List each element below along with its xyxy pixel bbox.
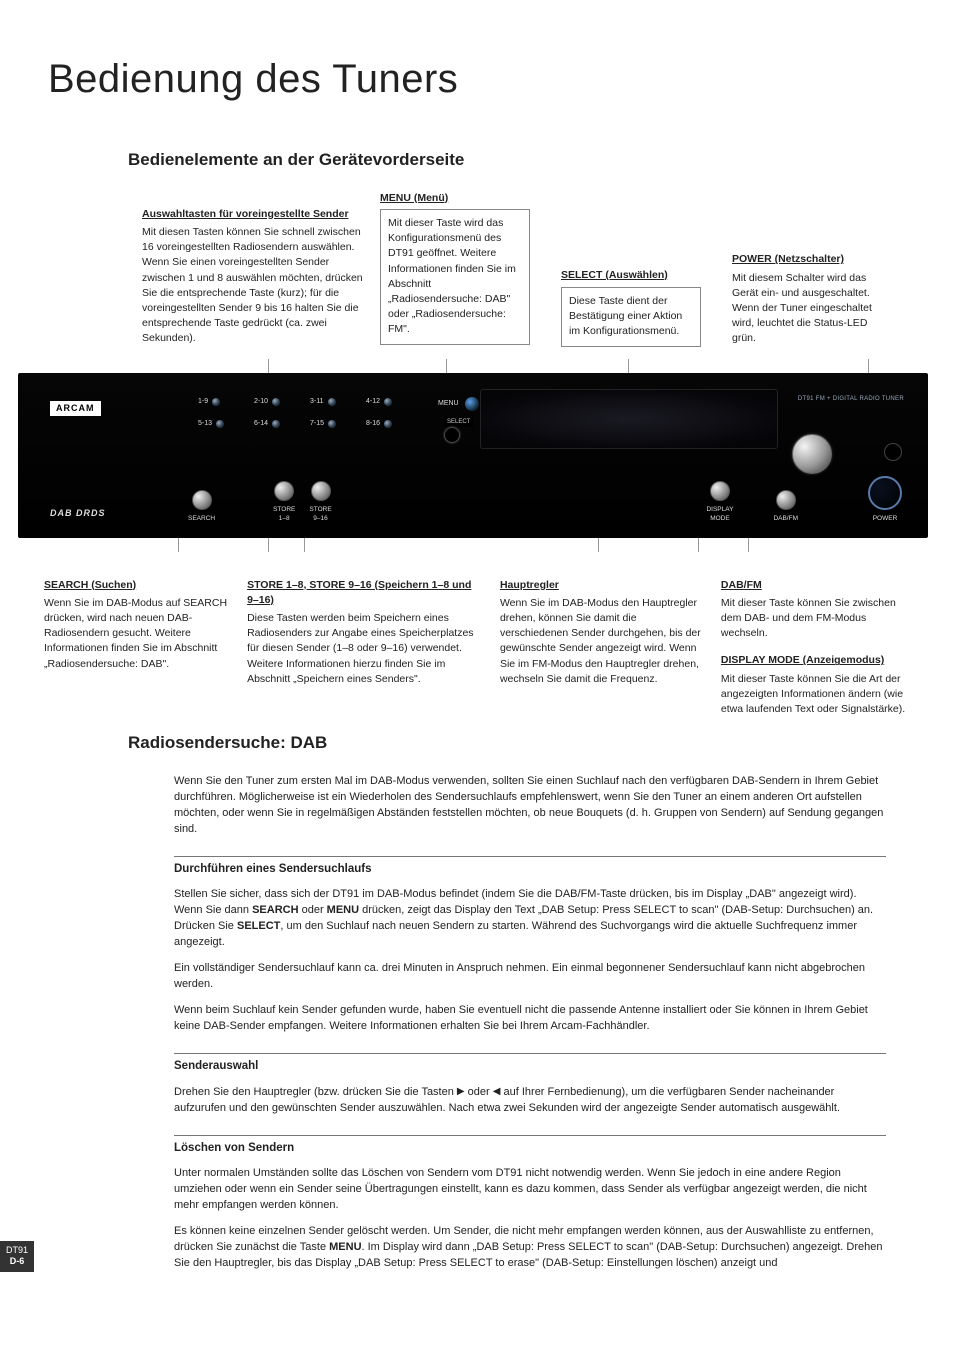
callout-right-col: DAB/FM Mit dieser Taste können Sie zwisc…: [721, 578, 906, 718]
preset-btn: 6-14: [254, 419, 310, 429]
callout-store: STORE 1–8, STORE 9–16 (Speichern 1–8 und…: [247, 578, 474, 718]
callout-power: POWER (Netzschalter) Mit diesem Schalter…: [732, 252, 894, 346]
select-label: SELECT: [444, 417, 473, 428]
subheading: Durchführen eines Sendersuchlaufs: [174, 856, 886, 880]
menu-button: MENU: [438, 397, 479, 411]
callout-heading: SEARCH (Suchen): [44, 578, 229, 593]
store916-knob: STORE 9–16: [309, 481, 331, 524]
callout-main-dial: Hauptregler Wenn Sie im DAB-Modus den Ha…: [500, 578, 703, 718]
subheading: Senderauswahl: [174, 1053, 886, 1077]
leader-lines-bottom: [18, 538, 928, 552]
manual-page: Bedienung des Tuners Bedienelemente an d…: [0, 0, 954, 1312]
callout-body: Wenn Sie im DAB-Modus den Hauptregler dr…: [500, 596, 703, 687]
callout-heading: DISPLAY MODE (Anzeigemodus): [721, 653, 906, 668]
section-heading-dab: Radiosendersuche: DAB: [128, 731, 906, 756]
callout-body: Mit diesem Schalter wird das Gerät ein- …: [732, 271, 894, 347]
page-number-label: DT91D-6: [0, 1241, 34, 1272]
preset-btn: 7-15: [310, 419, 366, 429]
leader-lines-top: [18, 359, 928, 373]
callout-heading: STORE 1–8, STORE 9–16 (Speichern 1–8 und…: [247, 578, 474, 608]
callouts-bottom: SEARCH (Suchen) Wenn Sie im DAB-Modus au…: [44, 578, 906, 718]
preset-btn: 8-16: [366, 419, 422, 429]
callout-menu: Mit dieser Taste wird das Konfigurations…: [380, 209, 530, 345]
callout-dabfm: DAB/FM Mit dieser Taste können Sie zwisc…: [721, 578, 906, 642]
preset-btn: 4-12: [366, 397, 422, 407]
paragraph: Wenn Sie den Tuner zum ersten Mal im DAB…: [174, 774, 886, 838]
select-button: [444, 427, 460, 443]
callout-heading: Hauptregler: [500, 578, 703, 593]
callout-presets: Auswahltasten für voreingestellte Sender…: [142, 207, 364, 347]
callouts-top: Auswahltasten für voreingestellte Sender…: [142, 191, 906, 347]
preset-btn: 3-11: [310, 397, 366, 407]
callout-heading: POWER (Netzschalter): [732, 252, 894, 267]
callout-heading: SELECT (Auswählen): [561, 268, 716, 283]
preset-buttons: 1-9 2-10 3-11 4-12 5-13 6-14 7-15 8-16: [198, 397, 422, 429]
subheading: Löschen von Sendern: [174, 1135, 886, 1159]
dabfm-knob: DAB/FM: [773, 490, 798, 523]
callout-body: Diese Tasten werden beim Speichern eines…: [247, 611, 474, 687]
dab-logo: DAB DRDS: [50, 507, 106, 520]
paragraph: Drehen Sie den Hauptregler (bzw. drücken…: [174, 1085, 886, 1117]
callout-heading: Auswahltasten für voreingestellte Sender: [142, 207, 364, 222]
paragraph: Es können keine einzelnen Sender gelösch…: [174, 1224, 886, 1272]
power-knob: POWER: [868, 476, 902, 523]
callout-body: Diese Taste dient der Bestätigung einer …: [569, 294, 693, 340]
brand-logo: ARCAM: [50, 401, 101, 416]
paragraph: Unter normalen Umständen sollte das Lösc…: [174, 1166, 886, 1214]
callout-body: Mit dieser Taste können Sie die Art der …: [721, 672, 906, 718]
callout-heading: DAB/FM: [721, 578, 906, 593]
page-title: Bedienung des Tuners: [48, 50, 906, 108]
preset-btn: 1-9: [198, 397, 254, 407]
callout-body: Wenn Sie im DAB-Modus auf SEARCH drücken…: [44, 596, 229, 672]
knob-row: SEARCH STORE 1–8 STORE 9–16 DISPLAY MODE…: [188, 476, 908, 523]
preset-btn: 5-13: [198, 419, 254, 429]
paragraph: Ein vollständiger Sendersuchlauf kann ca…: [174, 961, 886, 993]
right-triangle-icon: ▶: [457, 1085, 465, 1100]
store18-knob: STORE 1–8: [273, 481, 295, 524]
callout-display-mode: DISPLAY MODE (Anzeigemodus) Mit dieser T…: [721, 653, 906, 717]
preset-btn: 2-10: [254, 397, 310, 407]
callout-heading: MENU (Menü): [380, 191, 545, 206]
paragraph: Wenn beim Suchlauf kein Sender gefunden …: [174, 1003, 886, 1035]
ir-sensor: [884, 443, 902, 461]
callout-select: Diese Taste dient der Bestätigung einer …: [561, 287, 701, 347]
section-heading-controls: Bedienelemente an der Gerätevorderseite: [128, 148, 906, 173]
section-body-dab: Wenn Sie den Tuner zum ersten Mal im DAB…: [174, 774, 886, 1272]
main-dial: [792, 434, 832, 474]
search-knob: SEARCH: [188, 490, 215, 523]
device-front-panel: ARCAM DAB DRDS DT91 FM + DIGITAL RADIO T…: [18, 373, 928, 538]
callout-body: Mit dieser Taste können Sie zwischen dem…: [721, 596, 906, 642]
callout-body: Mit dieser Taste wird das Konfigurations…: [388, 216, 522, 338]
callout-body: Mit diesen Tasten können Sie schnell zwi…: [142, 225, 364, 347]
lcd-display: [480, 389, 778, 449]
paragraph: Stellen Sie sicher, dass sich der DT91 i…: [174, 887, 886, 951]
display-mode-knob: DISPLAY MODE: [706, 481, 733, 524]
callout-search: SEARCH (Suchen) Wenn Sie im DAB-Modus au…: [44, 578, 229, 718]
model-label: DT91 FM + DIGITAL RADIO TUNER: [798, 395, 904, 404]
